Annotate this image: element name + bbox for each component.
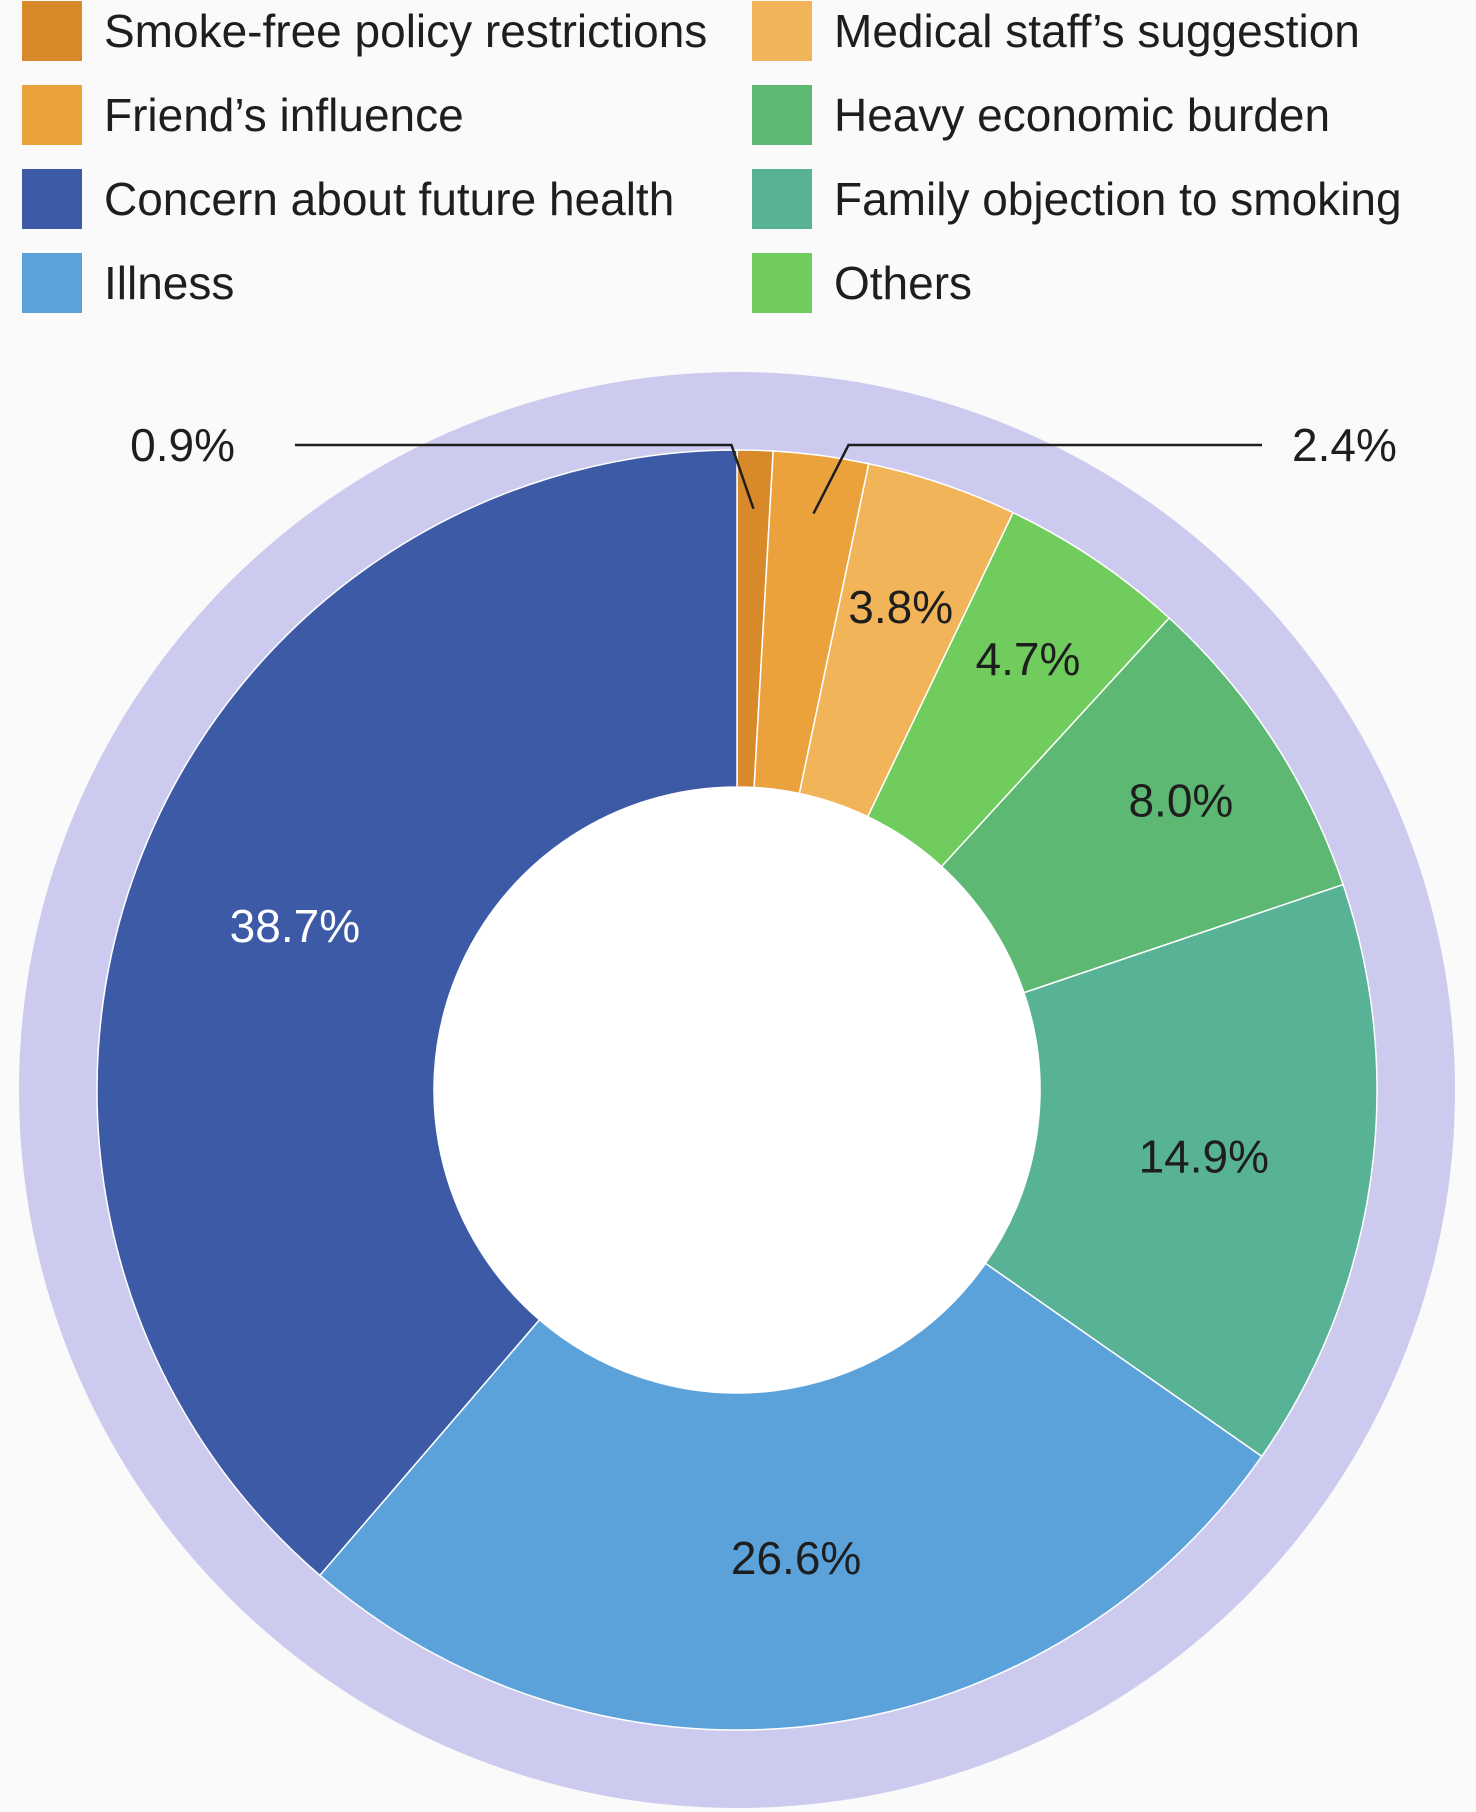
legend-label-concern-about-future-health: Concern about future health <box>104 173 674 225</box>
legend-label-illness: Illness <box>104 257 234 309</box>
data-label-friend-s-influence: 2.4% <box>1292 419 1397 471</box>
donut-hole <box>434 787 1040 1393</box>
leader-line-smoke-free-policy-restrictions <box>295 443 755 510</box>
legend-swatch-illness <box>22 253 82 313</box>
legend-label-medical-staff-s-suggestion: Medical staff’s suggestion <box>834 5 1360 57</box>
legend-swatch-smoke-free-policy-restrictions <box>22 1 82 61</box>
legend-swatch-family-objection-to-smoking <box>752 169 812 229</box>
data-label-others: 4.7% <box>976 633 1081 685</box>
data-labels: 0.9% 2.4% 3.8% 4.7% 8.0% 14.9% 26.6% 38.7% <box>130 419 1397 1584</box>
data-label-illness: 26.6% <box>731 1532 861 1584</box>
chart-legend: Smoke-free policy restrictions Medical st… <box>22 1 1402 313</box>
legend-label-friend-s-influence: Friend’s influence <box>104 89 464 141</box>
leader-line-friend-s-influence <box>812 443 1262 515</box>
legend-label-smoke-free-policy-restrictions: Smoke-free policy restrictions <box>104 5 707 57</box>
legend-swatch-concern-about-future-health <box>22 169 82 229</box>
data-label-medical-staff-s-suggestion: 3.8% <box>848 581 953 633</box>
legend-label-family-objection-to-smoking: Family objection to smoking <box>834 173 1402 225</box>
legend-swatch-others <box>752 253 812 313</box>
legend-swatch-heavy-economic-burden <box>752 85 812 145</box>
donut-slices <box>96 449 1378 1731</box>
data-label-smoke-free-policy-restrictions: 0.9% <box>130 419 235 471</box>
legend-swatch-friend-s-influence <box>22 85 82 145</box>
data-label-heavy-economic-burden: 8.0% <box>1128 774 1233 826</box>
legend-label-heavy-economic-burden: Heavy economic burden <box>834 89 1330 141</box>
legend-swatch-medical-staff-s-suggestion <box>752 1 812 61</box>
legend-label-others: Others <box>834 257 972 309</box>
data-label-concern-about-future-health: 38.7% <box>230 900 360 952</box>
data-label-family-objection-to-smoking: 14.9% <box>1139 1130 1269 1182</box>
callout-leader-lines <box>295 443 1262 515</box>
